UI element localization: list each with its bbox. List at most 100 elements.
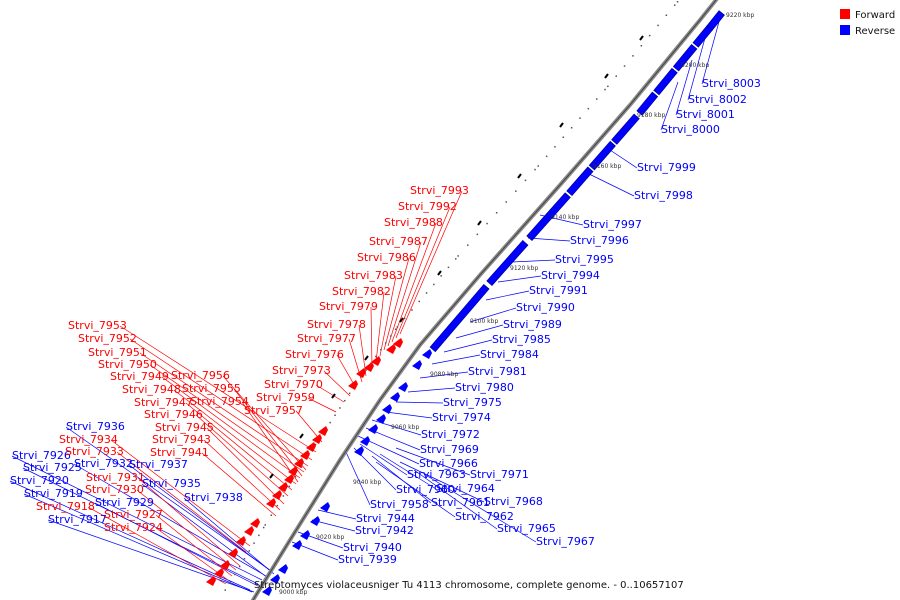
- gene-label-forward[interactable]: Strvi_7952: [78, 332, 137, 345]
- gene-label-reverse[interactable]: Strvi_7962: [455, 510, 514, 523]
- leader-line: [387, 241, 422, 347]
- gene-label-reverse[interactable]: Strvi_7958: [370, 498, 429, 511]
- gene-label-forward[interactable]: Strvi_7933: [65, 445, 124, 458]
- gene-label-reverse[interactable]: Strvi_7964: [436, 482, 495, 495]
- gene-label-reverse[interactable]: Strvi_7981: [468, 365, 527, 378]
- scale-tick-label: 9220 kbp: [726, 12, 754, 19]
- gene-label-reverse[interactable]: Strvi_7929: [95, 496, 154, 509]
- gene-label-forward[interactable]: Strvi_7927: [104, 508, 163, 521]
- scale-dash: [632, 55, 634, 57]
- gene-label-reverse[interactable]: Strvi_7932: [74, 457, 133, 470]
- gene-features: [206, 10, 725, 596]
- gene-label-reverse[interactable]: Strvi_7996: [570, 234, 629, 247]
- gene-label-forward[interactable]: Strvi_7986: [357, 251, 416, 264]
- gene-label-reverse[interactable]: Strvi_7965: [497, 522, 556, 535]
- gene-label-forward[interactable]: Strvi_7982: [332, 285, 391, 298]
- gene-label-reverse[interactable]: Strvi_7935: [142, 477, 201, 490]
- leader-line: [497, 275, 542, 283]
- gene-label-forward[interactable]: Strvi_7951: [88, 346, 147, 359]
- gene-label-forward[interactable]: Strvi_7950: [98, 358, 157, 371]
- gene-label-forward[interactable]: Strvi_7930: [85, 483, 144, 496]
- gene-label-reverse[interactable]: Strvi_8000: [661, 123, 720, 136]
- reverse-gene-block: [526, 192, 571, 242]
- scale-dash: [418, 300, 420, 303]
- gene-label-forward[interactable]: Strvi_7943: [152, 433, 211, 446]
- gene-label-reverse[interactable]: Strvi_7971: [470, 468, 529, 481]
- gene-label-reverse[interactable]: Strvi_8003: [702, 77, 761, 90]
- gene-label-forward[interactable]: Strvi_7948: [122, 383, 181, 396]
- leader-line: [307, 397, 337, 413]
- gene-label-forward[interactable]: Strvi_7934: [59, 433, 118, 446]
- reverse-gene-arrow: [292, 540, 302, 550]
- gene-label-forward[interactable]: Strvi_7957: [244, 404, 303, 417]
- scale-dash: [385, 342, 387, 344]
- gene-label-reverse[interactable]: Strvi_7963: [407, 468, 466, 481]
- legend-reverse-label: Reverse: [855, 26, 895, 37]
- gene-label-forward[interactable]: Strvi_7959: [256, 391, 315, 404]
- gene-label-forward[interactable]: Strvi_7987: [369, 235, 428, 248]
- scale-major-dash: [517, 173, 522, 179]
- gene-label-forward[interactable]: Strvi_7924: [104, 521, 163, 534]
- gene-label-reverse[interactable]: Strvi_7998: [634, 189, 693, 202]
- gene-label-reverse[interactable]: Strvi_7985: [492, 333, 551, 346]
- gene-label-reverse[interactable]: Strvi_7989: [503, 318, 562, 331]
- gene-label-forward[interactable]: Strvi_7931: [86, 471, 145, 484]
- gene-label-reverse[interactable]: Strvi_7995: [555, 253, 614, 266]
- gene-label-reverse[interactable]: Strvi_7980: [455, 381, 514, 394]
- gene-label-reverse[interactable]: Strvi_8002: [688, 93, 747, 106]
- gene-label-reverse[interactable]: Strvi_7994: [541, 269, 600, 282]
- gene-label-forward[interactable]: Strvi_7992: [398, 200, 457, 213]
- leader-line: [173, 389, 297, 485]
- gene-label-reverse[interactable]: Strvi_7920: [10, 474, 69, 487]
- gene-label-reverse[interactable]: Strvi_7990: [516, 301, 575, 314]
- reverse-gene-arrow: [262, 586, 272, 596]
- gene-label-reverse[interactable]: Strvi_7940: [343, 541, 402, 554]
- gene-label-reverse[interactable]: Strvi_7936: [66, 420, 125, 433]
- gene-label-reverse[interactable]: Strvi_7991: [529, 284, 588, 297]
- gene-label-forward[interactable]: Strvi_7988: [384, 216, 443, 229]
- gene-label-forward[interactable]: Strvi_7978: [307, 318, 366, 331]
- gene-label-reverse[interactable]: Strvi_7917: [48, 513, 107, 526]
- gene-label-forward[interactable]: Strvi_7941: [150, 446, 209, 459]
- gene-label-forward[interactable]: Strvi_7993: [410, 184, 469, 197]
- gene-label-reverse[interactable]: Strvi_7972: [421, 428, 480, 441]
- gene-label-reverse[interactable]: Strvi_7967: [536, 535, 595, 548]
- reverse-gene-block: [611, 113, 640, 145]
- gene-label-reverse[interactable]: Strvi_7942: [355, 524, 414, 537]
- gene-label-forward[interactable]: Strvi_7956: [171, 369, 230, 382]
- gene-label-reverse[interactable]: Strvi_7966: [419, 457, 478, 470]
- gene-label-forward[interactable]: Strvi_7918: [36, 500, 95, 513]
- gene-label-forward[interactable]: Strvi_7979: [319, 300, 378, 313]
- scale-dash: [390, 335, 392, 337]
- reverse-gene-block: [706, 10, 725, 31]
- gene-label-forward[interactable]: Strvi_7947: [134, 396, 193, 409]
- gene-label-forward[interactable]: Strvi_7970: [264, 378, 323, 391]
- gene-label-forward[interactable]: Strvi_7977: [297, 332, 356, 345]
- gene-label-forward[interactable]: Strvi_7976: [285, 348, 344, 361]
- gene-label-forward[interactable]: Strvi_7955: [182, 382, 241, 395]
- gene-label-forward[interactable]: Strvi_7973: [272, 364, 331, 377]
- gene-label-reverse[interactable]: Strvi_7984: [480, 348, 539, 361]
- gene-label-forward[interactable]: Strvi_7945: [155, 421, 214, 434]
- gene-label-reverse[interactable]: Strvi_7925: [23, 461, 82, 474]
- gene-label-forward[interactable]: Strvi_7949: [110, 370, 169, 383]
- gene-label-reverse[interactable]: Strvi_7974: [432, 411, 491, 424]
- gene-label-reverse[interactable]: Strvi_7937: [129, 458, 188, 471]
- gene-label-reverse[interactable]: Strvi_7999: [637, 161, 696, 174]
- gene-label-reverse[interactable]: Strvi_7961: [431, 496, 490, 509]
- gene-label-reverse[interactable]: Strvi_7997: [583, 218, 642, 231]
- gene-label-reverse[interactable]: Strvi_8001: [676, 108, 735, 121]
- gene-label-forward[interactable]: Strvi_7946: [144, 408, 203, 421]
- gene-label-reverse[interactable]: Strvi_7975: [443, 396, 502, 409]
- gene-label-reverse[interactable]: Strvi_7938: [184, 491, 243, 504]
- gene-label-forward[interactable]: Strvi_7983: [344, 269, 403, 282]
- gene-label-reverse[interactable]: Strvi_7960: [396, 483, 455, 496]
- gene-label-reverse[interactable]: Strvi_7939: [338, 553, 397, 566]
- gene-label-reverse[interactable]: Strvi_7926: [12, 449, 71, 462]
- gene-label-forward[interactable]: Strvi_7953: [68, 319, 127, 332]
- gene-label-reverse[interactable]: Strvi_7969: [420, 443, 479, 456]
- gene-label-forward[interactable]: Strvi_7954: [190, 395, 249, 408]
- gene-label-reverse[interactable]: Strvi_7919: [24, 487, 83, 500]
- gene-label-reverse[interactable]: Strvi_7944: [356, 512, 415, 525]
- gene-label-reverse[interactable]: Strvi_7968: [484, 495, 543, 508]
